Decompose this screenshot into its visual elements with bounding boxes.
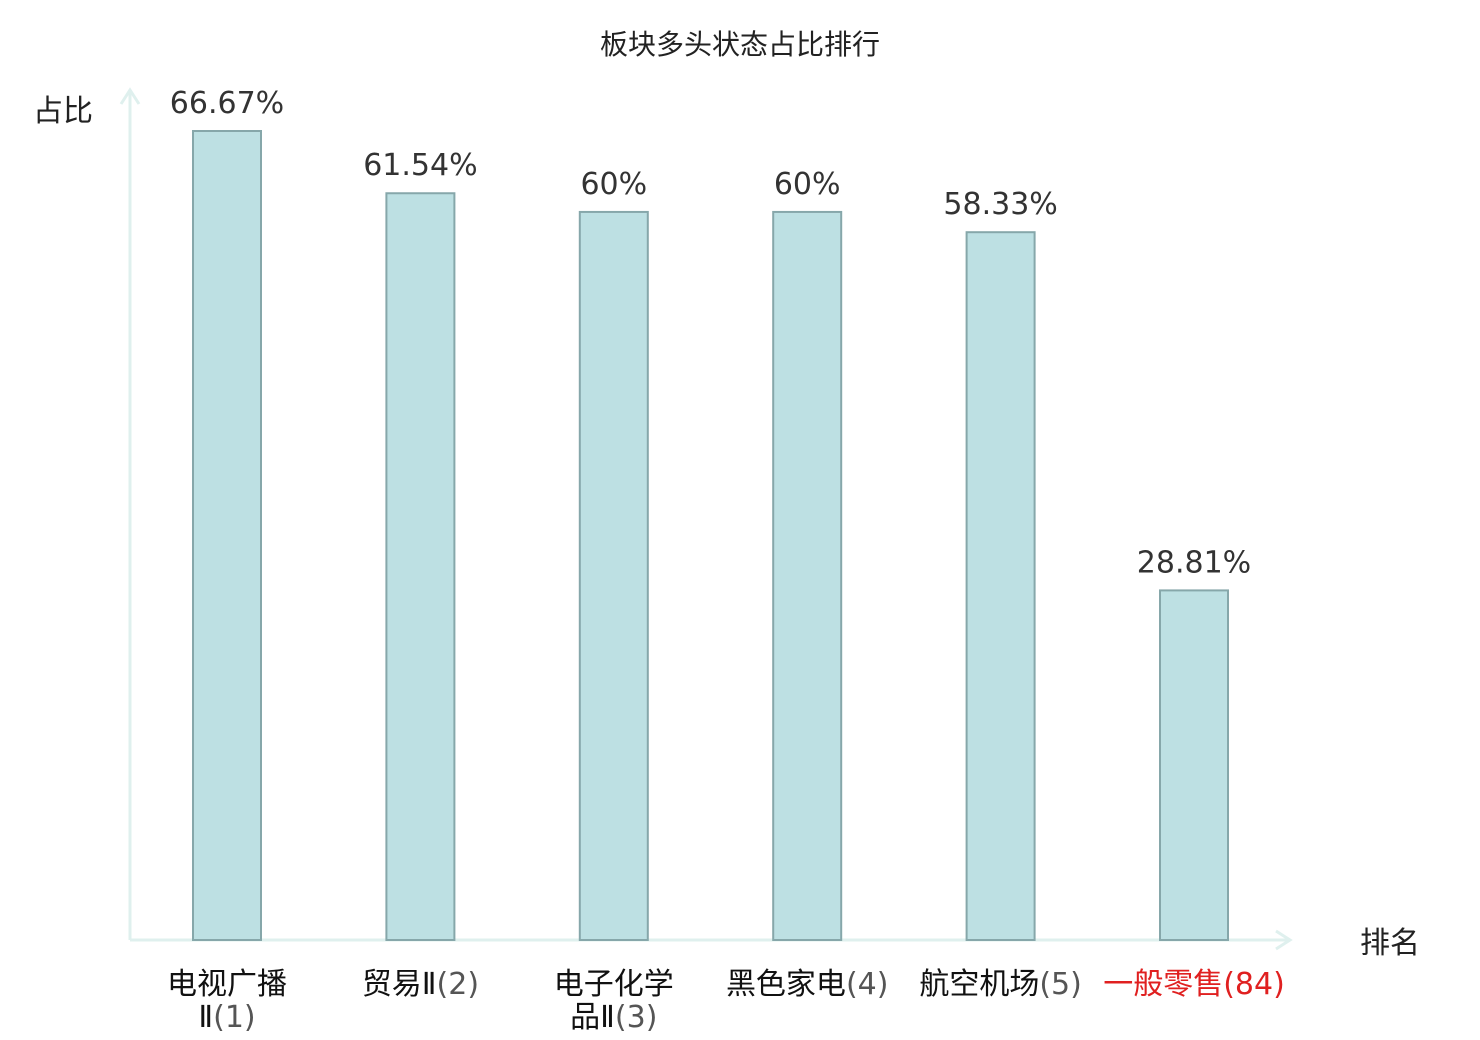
category-rank: (1) bbox=[213, 1000, 256, 1035]
category-name: 电视广播 bbox=[167, 967, 287, 1002]
category-label: Ⅱ(1) bbox=[198, 1000, 255, 1035]
bar bbox=[1159, 589, 1229, 941]
bar bbox=[578, 210, 649, 941]
x-axis-label: 排名 bbox=[1360, 926, 1420, 961]
category-label: 品Ⅱ(3) bbox=[570, 1000, 657, 1035]
category-name: 航空机场 bbox=[919, 967, 1039, 1002]
category-rank: (3) bbox=[615, 1000, 658, 1035]
category-name: 品Ⅱ bbox=[570, 1000, 615, 1035]
category-name: 黑色家电 bbox=[726, 967, 846, 1002]
data-label: 61.54% bbox=[363, 148, 477, 183]
data-label: 60% bbox=[580, 167, 647, 202]
bar bbox=[772, 210, 843, 941]
data-label: 58.33% bbox=[943, 187, 1057, 222]
category-label: 电视广播 bbox=[167, 967, 287, 1002]
category-rank: (5) bbox=[1039, 967, 1082, 1002]
data-label: 66.67% bbox=[170, 86, 284, 121]
axes bbox=[119, 87, 1293, 951]
category-label: 贸易Ⅱ(2) bbox=[362, 967, 479, 1002]
bar bbox=[192, 130, 262, 941]
category-label: 黑色家电(4) bbox=[726, 967, 889, 1002]
bar bbox=[965, 231, 1036, 941]
category-name: 一般零售 bbox=[1103, 967, 1223, 1002]
category-rank: (4) bbox=[846, 967, 889, 1002]
data-label: 28.81% bbox=[1137, 545, 1251, 580]
bar bbox=[385, 192, 456, 941]
category-rank: (2) bbox=[437, 967, 480, 1002]
bars bbox=[192, 130, 1229, 941]
category-name: 电子化学 bbox=[554, 967, 674, 1002]
category-label: 一般零售(84) bbox=[1103, 967, 1285, 1002]
category-rank: (84) bbox=[1223, 967, 1285, 1002]
chart-title: 板块多头状态占比排行 bbox=[600, 28, 880, 61]
category-name: 贸易Ⅱ bbox=[362, 967, 437, 1002]
value-labels: 66.67% 61.54% 60% 60% 58.33% 28.81% bbox=[170, 86, 1251, 580]
category-label: 电子化学 bbox=[554, 967, 674, 1002]
y-axis-label: 占比 bbox=[33, 94, 93, 129]
data-label: 60% bbox=[774, 167, 841, 202]
category-name: Ⅱ bbox=[198, 1000, 213, 1035]
x-axis-arrow bbox=[1275, 929, 1293, 951]
category-label: 航空机场(5) bbox=[919, 967, 1082, 1002]
y-axis-arrow bbox=[119, 87, 141, 105]
